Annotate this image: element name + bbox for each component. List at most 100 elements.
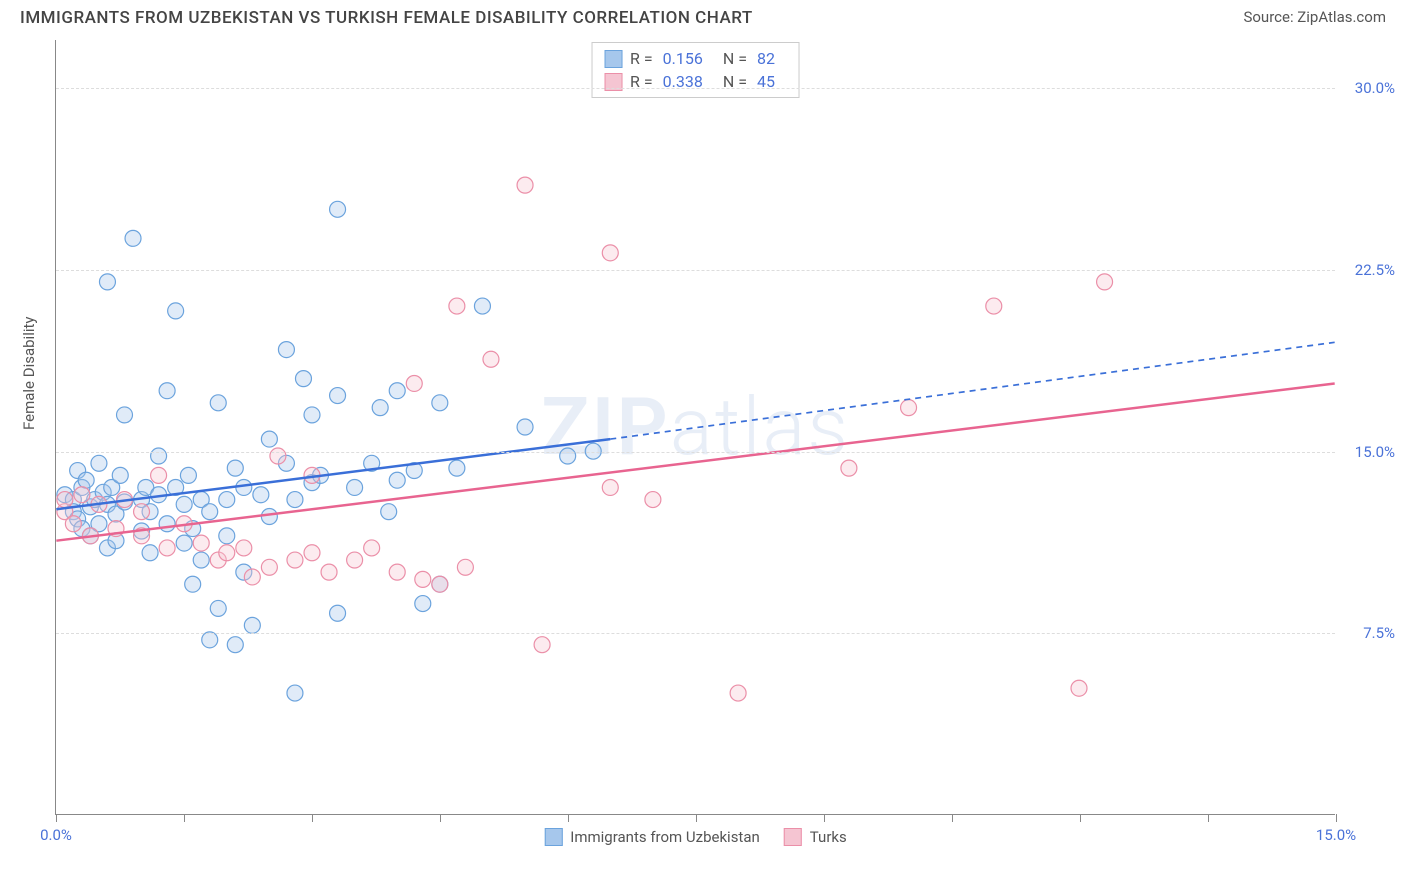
data-point	[321, 564, 337, 580]
data-point	[1097, 274, 1113, 290]
data-point	[432, 576, 448, 592]
gridline	[56, 452, 1335, 453]
series-legend: Immigrants from Uzbekistan Turks	[544, 828, 846, 846]
data-point	[65, 516, 81, 532]
data-point	[517, 177, 533, 193]
data-point	[227, 460, 243, 476]
data-point	[219, 492, 235, 508]
data-point	[151, 467, 167, 483]
xtick	[824, 814, 825, 822]
data-point	[125, 230, 141, 246]
data-point	[330, 605, 346, 621]
trend-line-dashed	[610, 342, 1334, 439]
data-point	[483, 351, 499, 367]
data-point	[330, 201, 346, 217]
scatter-svg	[56, 40, 1335, 814]
data-point	[270, 448, 286, 464]
data-point	[99, 274, 115, 290]
data-point	[159, 516, 175, 532]
legend-n-prefix: N =	[723, 49, 747, 68]
legend-swatch	[604, 50, 622, 68]
data-point	[449, 460, 465, 476]
data-point	[180, 467, 196, 483]
data-point	[1071, 680, 1087, 696]
legend-swatch	[544, 828, 562, 846]
data-point	[645, 492, 661, 508]
data-point	[389, 383, 405, 399]
ytick-label: 7.5%	[1363, 624, 1395, 642]
xtick	[952, 814, 953, 822]
xtick	[1336, 814, 1337, 822]
legend-row: R = 0.156 N = 82	[604, 47, 787, 70]
data-point	[389, 564, 405, 580]
data-point	[841, 460, 857, 476]
data-point	[602, 245, 618, 261]
data-point	[278, 342, 294, 358]
data-point	[134, 504, 150, 520]
data-point	[159, 540, 175, 556]
bottom-legend-item: Turks	[784, 828, 847, 846]
data-point	[287, 685, 303, 701]
legend-r-value: 0.156	[663, 49, 703, 68]
xtick	[56, 814, 57, 822]
data-point	[330, 388, 346, 404]
ytick-label: 22.5%	[1355, 261, 1395, 279]
data-point	[287, 492, 303, 508]
data-point	[364, 540, 380, 556]
data-point	[91, 455, 107, 471]
data-point	[219, 528, 235, 544]
data-point	[202, 504, 218, 520]
data-point	[253, 487, 269, 503]
data-point	[534, 637, 550, 653]
data-point	[261, 509, 277, 525]
trend-line	[56, 439, 610, 509]
xtick	[1208, 814, 1209, 822]
xtick	[440, 814, 441, 822]
gridline	[56, 633, 1335, 634]
chart-title: IMMIGRANTS FROM UZBEKISTAN VS TURKISH FE…	[20, 8, 753, 28]
chart-plot-area: ZIPatlas R = 0.156 N = 82 R = 0.338 N = …	[55, 40, 1335, 815]
xtick	[696, 814, 697, 822]
data-point	[474, 298, 490, 314]
data-point	[244, 617, 260, 633]
data-point	[117, 407, 133, 423]
legend-row: R = 0.338 N = 45	[604, 70, 787, 93]
data-point	[304, 407, 320, 423]
data-point	[457, 559, 473, 575]
bottom-legend-item: Immigrants from Uzbekistan	[544, 828, 760, 846]
data-point	[372, 400, 388, 416]
data-point	[210, 600, 226, 616]
data-point	[78, 472, 94, 488]
stats-legend: R = 0.156 N = 82 R = 0.338 N = 45	[591, 42, 800, 98]
data-point	[193, 552, 209, 568]
data-point	[176, 496, 192, 512]
data-point	[236, 479, 252, 495]
xtick-label: 15.0%	[1316, 826, 1356, 844]
xtick	[312, 814, 313, 822]
gridline	[56, 270, 1335, 271]
data-point	[185, 576, 201, 592]
data-point	[517, 419, 533, 435]
data-point	[389, 472, 405, 488]
data-point	[560, 448, 576, 464]
xtick	[568, 814, 569, 822]
data-point	[381, 504, 397, 520]
data-point	[210, 395, 226, 411]
data-point	[219, 545, 235, 561]
xtick-label: 0.0%	[40, 826, 72, 844]
data-point	[406, 375, 422, 391]
data-point	[227, 637, 243, 653]
data-point	[57, 492, 73, 508]
source-label: Source: ZipAtlas.com	[1243, 8, 1386, 28]
legend-r-prefix: R =	[630, 49, 653, 68]
bottom-legend-label: Immigrants from Uzbekistan	[570, 828, 760, 846]
data-point	[901, 400, 917, 416]
data-point	[347, 552, 363, 568]
data-point	[449, 298, 465, 314]
data-point	[112, 467, 128, 483]
data-point	[261, 431, 277, 447]
data-point	[236, 540, 252, 556]
data-point	[159, 383, 175, 399]
ytick-label: 30.0%	[1355, 79, 1395, 97]
data-point	[151, 448, 167, 464]
